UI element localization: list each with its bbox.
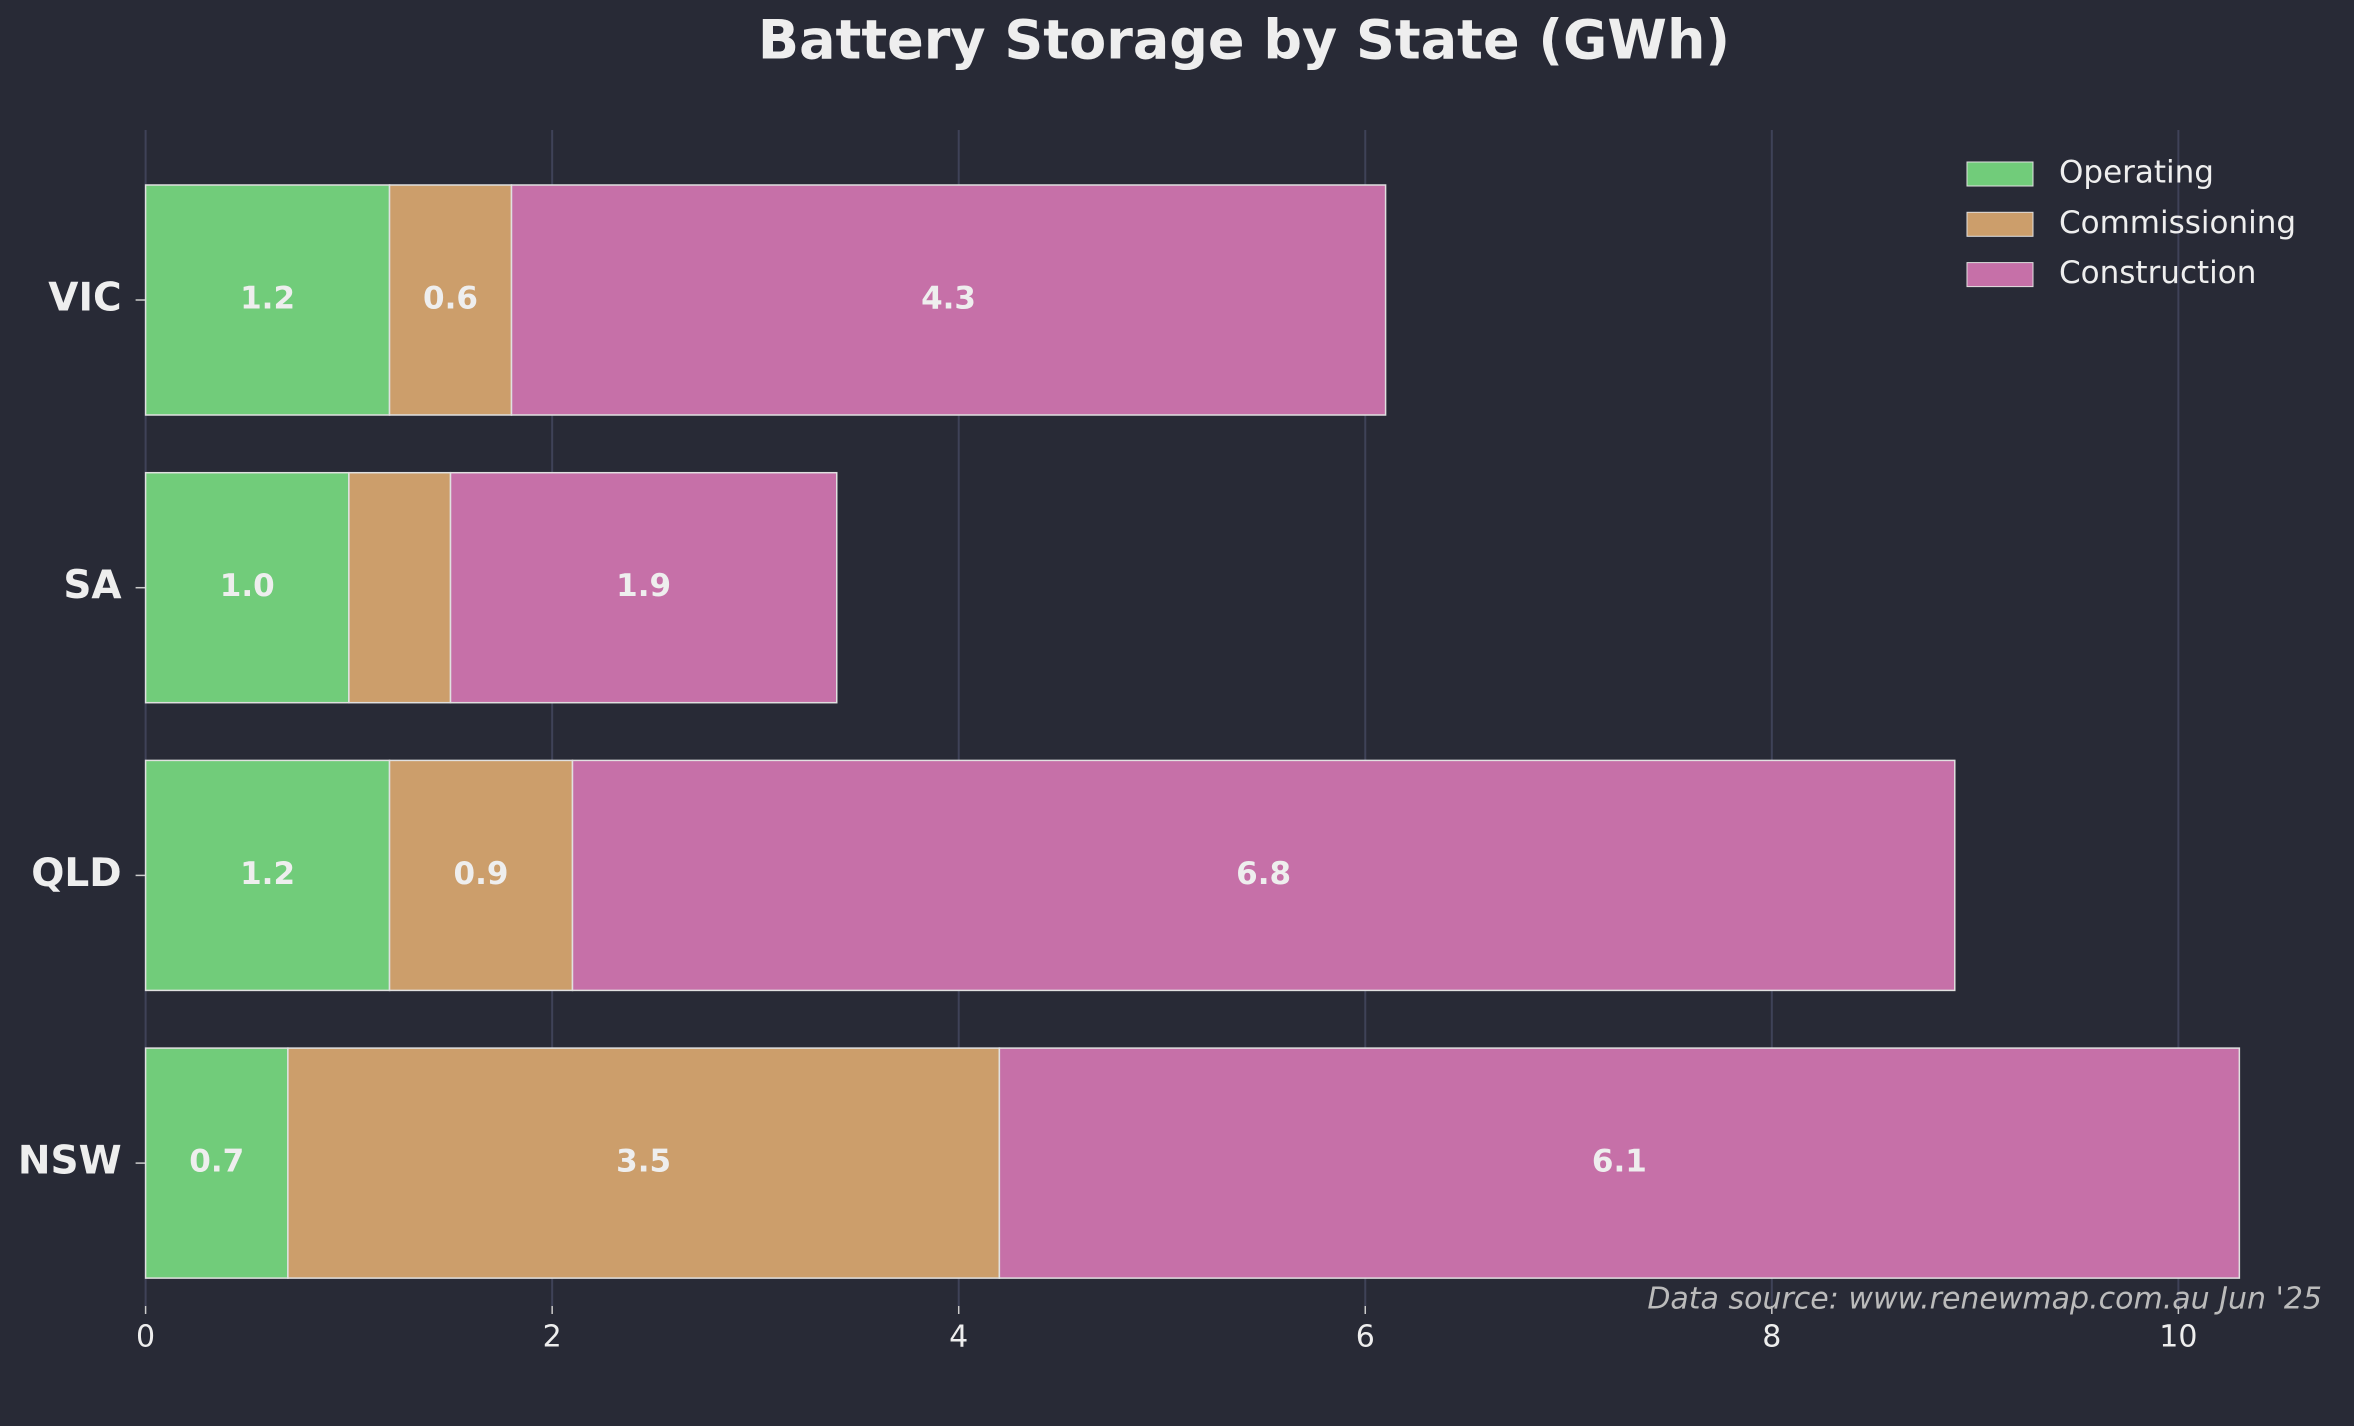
legend-label: Operating	[2059, 155, 2214, 191]
legend-label: Construction	[2059, 255, 2256, 291]
data-label: 6.8	[1236, 856, 1291, 892]
legend-swatch	[1966, 161, 2034, 187]
bar-segment	[144, 1047, 289, 1279]
data-label: 1.2	[240, 281, 295, 317]
data-label: 0.6	[423, 281, 478, 317]
data-label: 3.5	[616, 1144, 671, 1180]
x-tick-label: 0	[136, 1320, 155, 1355]
data-label: 1.2	[240, 856, 295, 892]
data-label: 4.3	[921, 281, 976, 317]
bar-segment	[287, 1047, 1001, 1279]
bar-segment	[388, 184, 513, 416]
bar-segment	[348, 471, 452, 704]
x-tick-label: 6	[1356, 1320, 1375, 1355]
bar-segment	[998, 1047, 2241, 1279]
x-tick-label: 4	[949, 1320, 968, 1355]
bar-segment	[449, 471, 838, 704]
bar-segment	[388, 759, 574, 992]
y-tick-label: QLD	[31, 851, 121, 896]
bar-segment	[144, 471, 350, 704]
chart-title: Battery Storage by State (GWh)	[758, 9, 1730, 72]
y-tick-label: NSW	[18, 1139, 122, 1184]
bar-segment	[144, 759, 391, 992]
bar-segment	[144, 184, 391, 416]
data-label: 1.9	[616, 568, 671, 604]
legend-label: Commissioning	[2059, 205, 2296, 241]
x-tick-label: 8	[1762, 1320, 1781, 1355]
data-label: 6.1	[1592, 1144, 1647, 1180]
data-label: 0.9	[454, 856, 509, 892]
data-label: 1.0	[220, 568, 275, 604]
legend-swatch	[1966, 211, 2034, 237]
data-label: 0.7	[189, 1144, 244, 1180]
y-tick-label: VIC	[48, 276, 121, 321]
source-note: Data source: www.renewmap.com.au Jun '25	[1647, 1282, 2322, 1317]
legend-swatch	[1966, 262, 2034, 288]
bar-segment	[510, 184, 1387, 416]
y-tick-label: SA	[63, 563, 121, 608]
x-tick-label: 2	[543, 1320, 562, 1355]
bar-segment	[571, 759, 1956, 992]
x-tick-label: 10	[2159, 1320, 2197, 1355]
